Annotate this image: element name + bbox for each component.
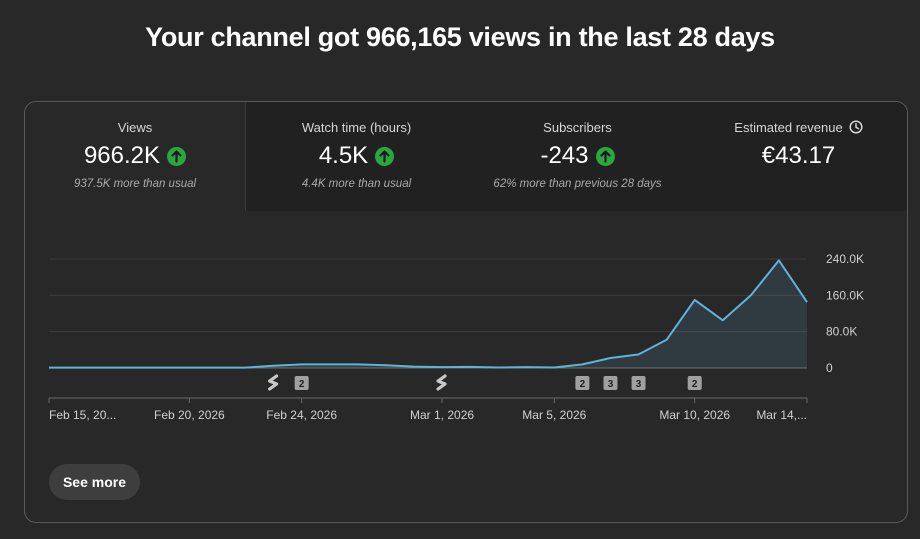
metric-value: 4.5K [318, 142, 369, 169]
upload-badge [603, 376, 618, 390]
y-tick-label: 0 [826, 361, 833, 375]
metric-label: Views [117, 120, 153, 135]
upload-badge [631, 376, 646, 390]
metric-comparison: 4.4K more than usual [301, 178, 412, 190]
metric-tab-revenue[interactable]: Estimated revenue €43.17 [688, 102, 907, 211]
metric-value: -243 [540, 142, 589, 169]
metric-tab-subscribers[interactable]: Subscribers -243 62% more than previous … [467, 102, 688, 211]
upload-badge [687, 376, 702, 390]
views-area [49, 260, 807, 368]
metric-label: Watch time (hours) [301, 120, 412, 135]
shorts-icon [267, 374, 279, 391]
page-title: Your channel got 966,165 views in the la… [145, 22, 775, 52]
x-tick-label: Mar 10, 2026 [659, 408, 730, 422]
upload-badge-count: 2 [580, 379, 586, 390]
metric-label: Subscribers [543, 120, 612, 135]
metric-comparison: 937.5K more than usual [73, 178, 197, 190]
analytics-card: Views 966.2K 937.5K more than usual Watc… [24, 101, 908, 523]
metric-tab-watch-time[interactable]: Watch time (hours) 4.5K 4.4K more than u… [246, 102, 467, 211]
y-tick-label: 240.0K [826, 252, 864, 266]
metric-comparison: 62% more than previous 28 days [493, 178, 662, 190]
shorts-icon [436, 374, 447, 391]
arrow-up-icon [595, 146, 615, 166]
upload-badge-count: 2 [299, 379, 305, 390]
x-tick-label: Feb 24, 2026 [266, 408, 337, 422]
y-tick-label: 160.0K [826, 288, 864, 302]
views-chart[interactable]: 240.0K 160.0K 80.0K 0 2 2 3 3 2 Feb 15, 20... Feb … [25, 211, 908, 426]
metric-label: Estimated revenue [734, 120, 843, 135]
upload-badge [294, 376, 309, 390]
metric-tabs: Views 966.2K 937.5K more than usual Watc… [25, 102, 907, 211]
y-tick-label: 80.0K [826, 325, 857, 339]
x-tick-label: Feb 20, 2026 [154, 408, 225, 422]
see-more-button[interactable]: See more [49, 464, 140, 500]
metric-value: €43.17 [761, 142, 836, 169]
metric-tab-views[interactable]: Views 966.2K 937.5K more than usual [25, 102, 246, 211]
views-line [49, 259, 808, 369]
upload-badge-count: 3 [608, 379, 614, 390]
upload-badge-count: 3 [636, 379, 642, 390]
clock-icon[interactable] [849, 120, 863, 134]
metric-value: 966.2K [83, 142, 161, 169]
x-tick-label: Feb 15, 20... [49, 408, 116, 422]
arrow-up-icon [375, 146, 395, 166]
x-tick-label: Mar 1, 2026 [410, 408, 474, 422]
upload-badge-count: 2 [692, 379, 698, 390]
upload-badge [575, 376, 590, 390]
arrow-up-icon [167, 146, 187, 166]
x-tick-label: Mar 5, 2026 [522, 408, 586, 422]
x-tick-label: Mar 14,... [756, 408, 807, 422]
